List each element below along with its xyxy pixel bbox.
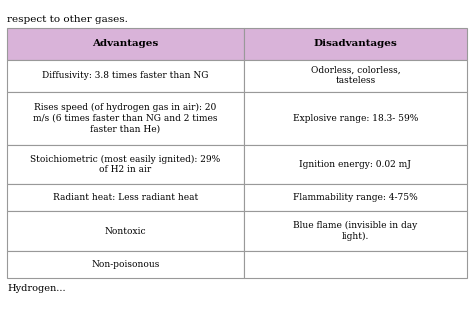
Bar: [244, 211, 467, 251]
Text: Hydrogen...: Hydrogen...: [7, 284, 65, 293]
Bar: [244, 28, 467, 60]
Bar: [7, 92, 244, 145]
Bar: [244, 145, 467, 184]
Bar: [7, 145, 244, 184]
Text: Odorless, colorless,
tasteless: Odorless, colorless, tasteless: [310, 66, 400, 86]
Bar: [244, 92, 467, 145]
Bar: [7, 60, 244, 92]
Text: Ignition energy: 0.02 mJ: Ignition energy: 0.02 mJ: [300, 160, 411, 169]
Text: Explosive range: 18.3- 59%: Explosive range: 18.3- 59%: [293, 114, 418, 123]
Text: Rises speed (of hydrogen gas in air): 20
m/s (6 times faster than NG and 2 times: Rises speed (of hydrogen gas in air): 20…: [33, 103, 218, 133]
Bar: [7, 251, 244, 278]
Text: Blue flame (invisible in day
light).: Blue flame (invisible in day light).: [293, 221, 418, 241]
Text: Nontoxic: Nontoxic: [105, 227, 146, 236]
Bar: [244, 184, 467, 211]
Text: Flammability range: 4-75%: Flammability range: 4-75%: [293, 193, 418, 202]
Text: Diffusivity: 3.8 times faster than NG: Diffusivity: 3.8 times faster than NG: [42, 71, 209, 80]
Bar: [7, 28, 244, 60]
Bar: [244, 60, 467, 92]
Text: Disadvantages: Disadvantages: [314, 39, 397, 48]
Bar: [7, 211, 244, 251]
Text: Radiant heat: Less radiant heat: Radiant heat: Less radiant heat: [53, 193, 198, 202]
Text: Non-poisonous: Non-poisonous: [91, 260, 160, 269]
Text: respect to other gases.: respect to other gases.: [7, 15, 128, 24]
Bar: [7, 184, 244, 211]
Bar: [244, 251, 467, 278]
Text: Advantages: Advantages: [92, 39, 159, 48]
Text: Stoichiometric (most easily ignited): 29%
of H2 in air: Stoichiometric (most easily ignited): 29…: [30, 155, 220, 174]
